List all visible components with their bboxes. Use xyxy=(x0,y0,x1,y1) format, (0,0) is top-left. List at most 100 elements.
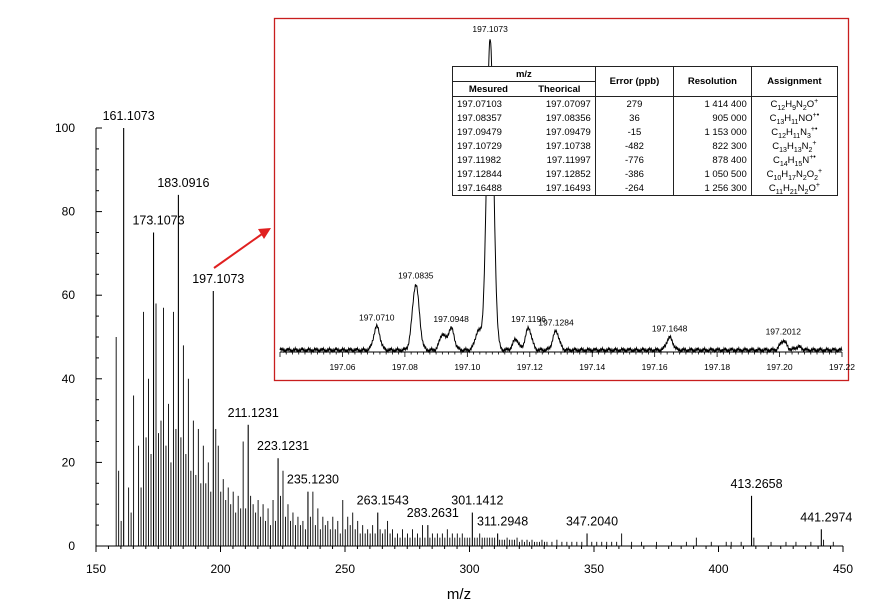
theoretical-cell: 197.10738 xyxy=(545,140,591,152)
formula-part: 13 xyxy=(779,146,787,154)
formula-part: H xyxy=(784,112,792,124)
formula-part: C xyxy=(769,112,777,124)
formula-part: 11 xyxy=(775,188,783,196)
formula-part: C xyxy=(766,168,774,180)
formula-part: + xyxy=(815,181,820,189)
main-peak-label: 161.1073 xyxy=(103,109,155,123)
formula-part: H xyxy=(786,140,794,152)
formula-part: C xyxy=(770,98,778,110)
theoretical-header: Theorical xyxy=(523,81,596,97)
assignment-cell: C14H15N+• xyxy=(750,153,839,168)
inset-x-tick-label: 197.08 xyxy=(392,362,418,372)
inset-x-tick-label: 197.12 xyxy=(517,362,543,372)
measured-cell: 197.10729 xyxy=(451,139,524,153)
main-y-tick-label: 20 xyxy=(62,455,76,469)
main-peak-label: 211.1231 xyxy=(228,406,279,420)
main-peak-label: 223.1231 xyxy=(257,439,309,453)
resolution-cell: 822 300 xyxy=(673,139,752,153)
formula-part: O xyxy=(808,182,816,194)
main-y-tick-label: 40 xyxy=(62,372,76,386)
formula-part: 13 xyxy=(776,118,785,126)
measured-cell: 197.16488 xyxy=(451,181,524,196)
assignment-cell: C12H9N2O+ xyxy=(750,96,839,112)
mz-header: m/z xyxy=(452,66,596,82)
formula-part: + xyxy=(814,97,819,105)
formula-part: 14 xyxy=(779,160,788,168)
main-y-tick-label: 80 xyxy=(62,205,76,219)
formula-part: H xyxy=(785,126,793,138)
formula-part: 2 xyxy=(814,174,819,182)
assignment-cell: C11H21N2O+ xyxy=(750,181,839,196)
resolution-cell: 1 050 500 xyxy=(673,167,752,181)
main-peak-label: 311.2948 xyxy=(477,514,528,528)
formula-part: 2 xyxy=(808,146,813,154)
main-y-tick-label: 100 xyxy=(55,121,75,135)
formula-part: +• xyxy=(810,125,818,133)
main-axes: 150 200 250 300 350 400 450 0 20 40 60 80 100 xyxy=(55,121,853,576)
formula-part: 10 xyxy=(773,174,782,182)
callout-arrow-head xyxy=(258,228,271,239)
formula-part: + xyxy=(812,139,817,147)
inset-x-tick-label: 197.14 xyxy=(579,362,605,372)
assignment-cell: C13H13N2+ xyxy=(750,139,839,154)
main-x-tick-label: 450 xyxy=(833,562,853,576)
measured-cell: 197.09479 xyxy=(451,125,524,139)
formula-part: 3 xyxy=(807,132,811,140)
formula-part: C xyxy=(772,154,780,166)
resolution-cell: 1 414 400 xyxy=(673,96,752,111)
measured-cell: 197.12844 xyxy=(451,167,524,181)
main-x-tick-label: 400 xyxy=(708,562,728,576)
main-peak-label: 235.1230 xyxy=(287,473,339,487)
error-cell: -386 xyxy=(594,167,675,181)
table-row: 197.10729 197.10738 -482 822 300 C13H13N2+ xyxy=(451,139,839,154)
inset-axes: 197.06 197.08 197.10 197.12 197.14 197.16 197.… xyxy=(279,351,855,372)
inset-x-tick-label: 197.16 xyxy=(642,362,668,372)
theoretical-cell: 197.07097 xyxy=(545,98,591,110)
formula-part: O xyxy=(806,98,815,110)
inset-x-tick-label: 197.06 xyxy=(329,362,355,372)
formula-part: 2 xyxy=(804,188,809,196)
main-x-tick-label: 150 xyxy=(86,562,106,576)
main-x-axis-label: m/z xyxy=(447,586,471,603)
error-cell: -776 xyxy=(594,153,675,167)
formula-part: 2 xyxy=(802,104,807,112)
formula-part: N xyxy=(800,126,807,138)
formula-part: H xyxy=(782,182,790,194)
resolution-cell: 878 400 xyxy=(673,153,752,167)
inset-peak-label: 197.0948 xyxy=(433,314,469,324)
main-x-tick-label: 350 xyxy=(584,562,604,576)
main-x-tick-label: 300 xyxy=(459,562,479,576)
formula-part: + xyxy=(818,167,823,175)
table-body: 197.07103 197.07097 279 1 414 400 C12H9N2O+ 1… xyxy=(451,96,839,196)
formula-part: H xyxy=(785,98,793,110)
error-cell: -482 xyxy=(594,139,675,153)
formula-part: N xyxy=(795,168,803,180)
formula-part: NO xyxy=(798,112,813,124)
resolution-cell: 905 000 xyxy=(673,111,752,125)
assignment-table: m/z Error (ppb) Resolution Assignment Me… xyxy=(451,66,839,196)
main-peak-label: 441.2974 xyxy=(800,510,852,524)
assignment-cell: C13H11NO+• xyxy=(750,111,839,126)
callout-arrow-shaft xyxy=(213,233,263,269)
theoretical-cell: 197.12852 xyxy=(545,168,591,180)
inset-peak-label: 197.1196 xyxy=(511,314,546,324)
formula-part: +• xyxy=(809,153,816,161)
main-y-tick-label: 0 xyxy=(68,539,75,553)
formula-part: C xyxy=(772,140,780,152)
table-row: 197.08357 197.08356 36 905 000 C13H11NO+• xyxy=(451,111,839,126)
inset-peak-label: 197.0710 xyxy=(359,313,395,323)
main-peak-label: 183.0916 xyxy=(157,176,209,190)
inset-spectrum-trace xyxy=(279,39,843,354)
error-cell: 279 xyxy=(594,96,675,111)
main-peak-bars xyxy=(115,128,834,546)
inset-peak-label: 197.2012 xyxy=(766,327,802,337)
table-row: 197.09479 197.09479 -15 1 153 000 C12H11N3+• xyxy=(451,125,839,140)
measured-cell: 197.11982 xyxy=(451,153,524,167)
inset-x-tick-label: 197.18 xyxy=(704,362,730,372)
main-peak-label: 413.2658 xyxy=(730,477,782,491)
formula-part: 21 xyxy=(789,188,798,196)
formula-part: H xyxy=(787,154,795,166)
main-x-tick-label: 200 xyxy=(210,562,230,576)
assignment-cell: C10H17N2O2+ xyxy=(750,167,839,182)
table-row: 197.07103 197.07097 279 1 414 400 C12H9N2O+ xyxy=(451,96,839,112)
